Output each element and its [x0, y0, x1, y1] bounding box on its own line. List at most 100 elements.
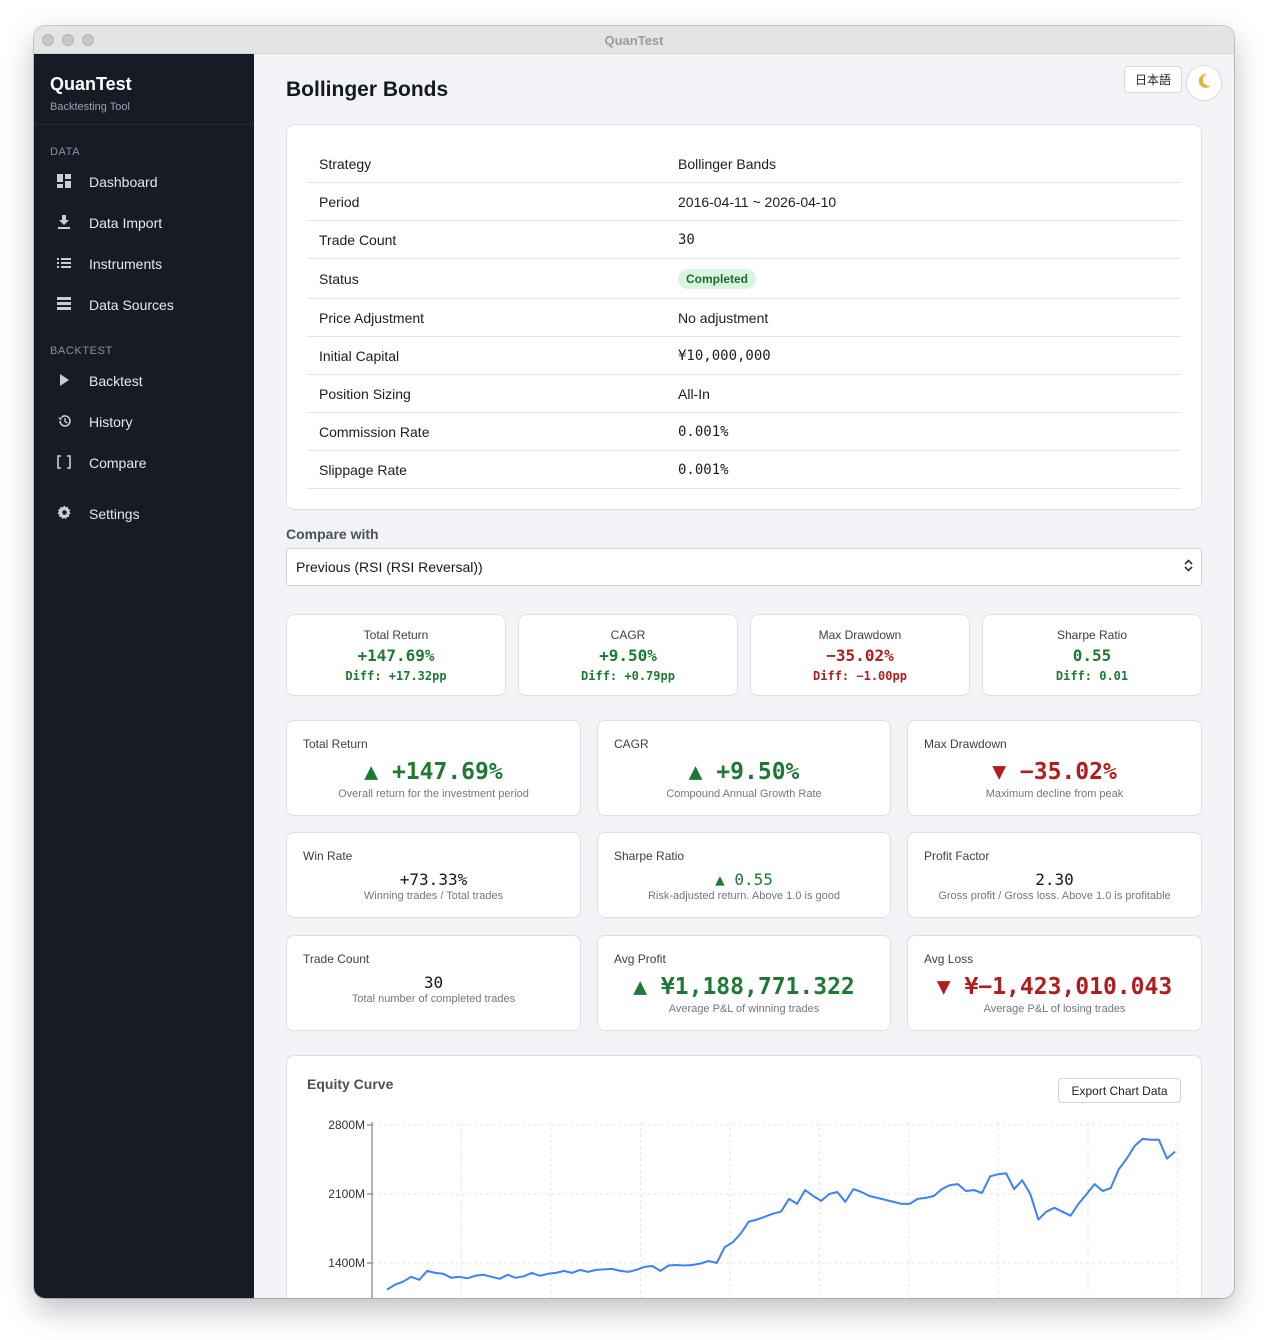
sidebar-item-settings[interactable]: Settings [34, 496, 254, 532]
y-axis-tick-label: 1400M [328, 1256, 365, 1270]
equity-curve-chart: 2800M 2100M 1400M [328, 1118, 1178, 1298]
metric-value: ▲ 0.55 [715, 870, 773, 889]
main-content: Bollinger Bonds 日本語 Strategy Bollinger B… [254, 54, 1234, 1298]
metric-title: Win Rate [303, 849, 353, 863]
play-icon [54, 373, 74, 389]
sidebar-item-backtest[interactable]: Backtest [34, 363, 254, 399]
sidebar-item-data-sources[interactable]: Data Sources [34, 287, 254, 323]
compare-select[interactable]: Previous (RSI (RSI Reversal)) [286, 548, 1202, 586]
detail-value: Bollinger Bands [678, 155, 777, 172]
y-axis-tick-label: 2800M [328, 1118, 365, 1132]
zoom-window-button[interactable] [82, 34, 94, 46]
section-label-data: DATA [50, 146, 81, 158]
sidebar: QuanTest Backtesting Tool DATA Dashboard… [34, 54, 254, 1298]
moon-icon [1195, 72, 1213, 95]
equity-curve-line [386, 1137, 1176, 1291]
comparison-card-diff: Diff: −1.00pp [813, 669, 907, 683]
detail-row-commission-rate: Commission Rate 0.001% [307, 413, 1181, 451]
compare-select-value: Previous (RSI (RSI Reversal)) [296, 559, 483, 575]
metric-description: Compound Annual Growth Rate [666, 788, 822, 800]
metric-description: Overall return for the investment period [338, 788, 529, 800]
detail-row-price-adjustment: Price Adjustment No adjustment [307, 299, 1181, 337]
metric-value: 30 [423, 973, 444, 992]
chevron-up-down-icon [1184, 559, 1193, 574]
detail-key: Position Sizing [319, 385, 411, 402]
comparison-card-sharpe-ratio: Sharpe Ratio 0.55 Diff: 0.01 [982, 614, 1202, 696]
detail-key: Period [319, 193, 360, 210]
metric-card-profit-factor: Profit Factor 2.30 Gross profit / Gross … [907, 832, 1202, 918]
comparison-card-title: CAGR [610, 628, 646, 642]
comparison-card-max-drawdown: Max Drawdown −35.02% Diff: −1.00pp [750, 614, 970, 696]
detail-key: Commission Rate [319, 423, 430, 440]
detail-value: 0.001% [678, 461, 729, 478]
metric-card-win-rate: Win Rate +73.33% Winning trades / Total … [286, 832, 581, 918]
compare-icon [54, 454, 74, 472]
detail-value: All-In [678, 385, 710, 402]
metric-title: Trade Count [303, 952, 370, 966]
sidebar-item-label: Compare [89, 455, 147, 471]
language-button[interactable]: 日本語 [1124, 66, 1182, 93]
sidebar-item-instruments[interactable]: Instruments [34, 246, 254, 282]
gear-icon [54, 505, 74, 523]
detail-key: Status [319, 270, 359, 287]
metric-description: Risk-adjusted return. Above 1.0 is good [647, 890, 840, 902]
window-title: QuanTest [604, 33, 664, 48]
metric-title: Total Return [303, 737, 368, 751]
comparison-card-diff: Diff: +0.79pp [581, 669, 675, 683]
comparison-card-title: Total Return [363, 628, 429, 642]
detail-key: Strategy [319, 155, 372, 172]
equity-curve-card: Equity Curve Export Chart Data 2800M 2100… [286, 1055, 1202, 1298]
sidebar-item-label: History [89, 414, 133, 430]
sidebar-item-compare[interactable]: Compare [34, 445, 254, 481]
metric-card-sharpe-ratio: Sharpe Ratio ▲ 0.55 Risk-adjusted return… [597, 832, 891, 918]
metric-description: Gross profit / Gross loss. Above 1.0 is … [938, 890, 1171, 902]
metric-description: Average P&L of winning trades [668, 1003, 820, 1015]
metric-card-cagr: CAGR ▲ +9.50% Compound Annual Growth Rat… [597, 720, 891, 816]
metric-card-avg-loss: Avg Loss ▼ ¥−1,423,010.043 Average P&L o… [907, 935, 1202, 1031]
comparison-card-diff: Diff: 0.01 [1055, 669, 1129, 683]
comparison-card-title: Sharpe Ratio [1056, 628, 1128, 642]
sidebar-item-history[interactable]: History [34, 404, 254, 440]
backtest-details-card: Strategy Bollinger Bands Period 2016-04-… [286, 124, 1202, 510]
detail-row-period: Period 2016-04-11 ~ 2026-04-10 [307, 183, 1181, 221]
detail-value: 2016-04-11 ~ 2026-04-10 [678, 193, 837, 210]
detail-row-strategy: Strategy Bollinger Bands [307, 145, 1181, 183]
metric-title: Sharpe Ratio [614, 849, 685, 863]
detail-value: ¥10,000,000 [678, 347, 771, 364]
page-title: Bollinger Bonds [286, 78, 449, 101]
title-bar: QuanTest [34, 26, 1234, 54]
comparison-card-value: 0.55 [1072, 646, 1112, 665]
metric-title: Max Drawdown [924, 737, 1007, 751]
detail-row-slippage-rate: Slippage Rate 0.001% [307, 451, 1181, 489]
detail-value: 30 [678, 231, 695, 248]
app-window: QuanTest QuanTest Backtesting Tool DATA … [34, 26, 1234, 1298]
metric-description: Winning trades / Total trades [363, 890, 504, 902]
detail-key: Trade Count [319, 231, 397, 248]
theme-toggle-button[interactable] [1186, 65, 1222, 101]
app-name: QuanTest [50, 74, 132, 94]
sidebar-item-label: Dashboard [89, 174, 158, 190]
compare-label: Compare with [286, 526, 379, 542]
status-badge: Completed [678, 268, 757, 289]
detail-key: Slippage Rate [319, 461, 407, 478]
metric-value: ▲ +147.69% [364, 759, 503, 785]
metric-value: 2.30 [1035, 870, 1074, 889]
comparison-card-total-return: Total Return +147.69% Diff: +17.32pp [286, 614, 506, 696]
detail-row-position-sizing: Position Sizing All-In [307, 375, 1181, 413]
sidebar-item-dashboard[interactable]: Dashboard [34, 164, 254, 200]
close-window-button[interactable] [42, 34, 54, 46]
metric-description: Total number of completed trades [351, 993, 516, 1005]
sidebar-item-label: Instruments [89, 256, 163, 272]
minimize-window-button[interactable] [62, 34, 74, 46]
export-chart-data-button[interactable]: Export Chart Data [1058, 1078, 1181, 1103]
detail-key: Price Adjustment [319, 309, 425, 326]
metric-card-max-drawdown: Max Drawdown ▼ −35.02% Maximum decline f… [907, 720, 1202, 816]
comparison-card-title: Max Drawdown [818, 628, 902, 642]
metric-card-avg-profit: Avg Profit ▲ ¥1,188,771.322 Average P&L … [597, 935, 891, 1031]
metric-value: ▼ −35.02% [992, 759, 1117, 785]
metric-title: Profit Factor [924, 849, 990, 863]
detail-row-trade-count: Trade Count 30 [307, 221, 1181, 259]
sidebar-item-data-import[interactable]: Data Import [34, 205, 254, 241]
detail-value: 0.001% [678, 423, 729, 440]
app-subtitle: Backtesting Tool [50, 101, 130, 113]
